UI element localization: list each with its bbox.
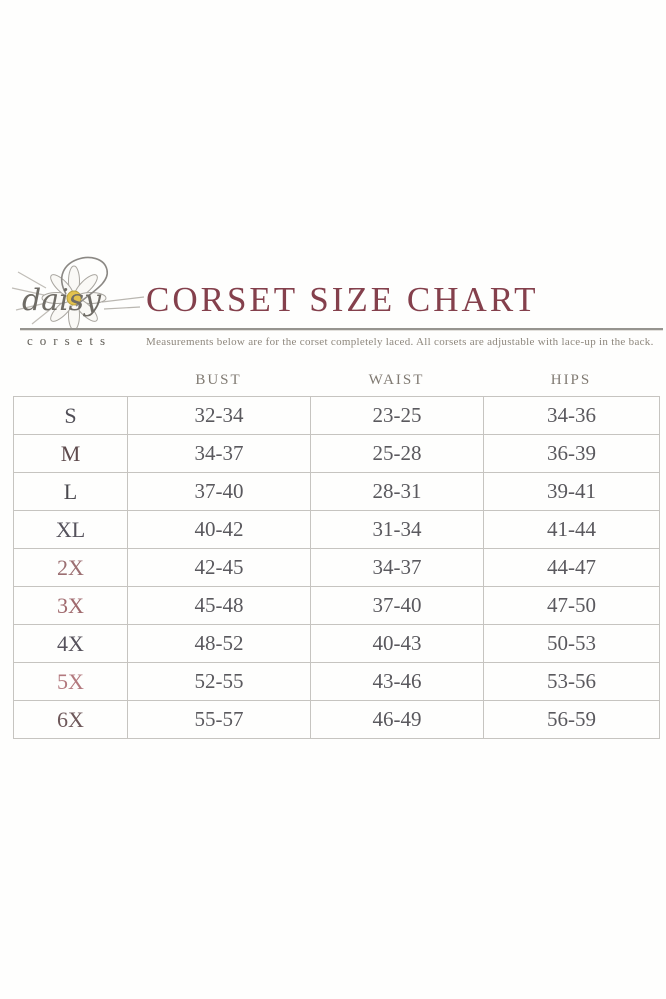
column-headers: BUST WAIST HIPS (13, 372, 659, 389)
cell-hips: 47-50 (483, 586, 660, 625)
cell-hips: 50-53 (483, 624, 660, 663)
header-divider (20, 328, 663, 331)
cell-size: XL (13, 510, 128, 549)
table-row: 2X 42-45 34-37 44-47 (13, 548, 660, 587)
cell-size: 4X (13, 624, 128, 663)
table-row: XL 40-42 31-34 41-44 (13, 510, 660, 549)
cell-bust: 55-57 (127, 700, 311, 739)
cell-bust: 32-34 (127, 396, 311, 435)
cell-waist: 31-34 (310, 510, 484, 549)
cell-bust: 52-55 (127, 662, 311, 701)
cell-size: L (13, 472, 128, 511)
column-header-bust: BUST (195, 372, 242, 388)
cell-bust: 34-37 (127, 434, 311, 473)
cell-bust: 48-52 (127, 624, 311, 663)
cell-hips: 44-47 (483, 548, 660, 587)
cell-hips: 36-39 (483, 434, 660, 473)
column-header-waist: WAIST (368, 372, 425, 388)
table-row: M 34-37 25-28 36-39 (13, 434, 660, 473)
subtitle-note: Measurements below are for the corset co… (146, 336, 654, 348)
cell-waist: 25-28 (310, 434, 484, 473)
table-row: S 32-34 23-25 34-36 (13, 396, 660, 435)
table-row: 6X 55-57 46-49 56-59 (13, 700, 660, 739)
cell-waist: 34-37 (310, 548, 484, 587)
cell-size: S (13, 396, 128, 435)
cell-waist: 28-31 (310, 472, 484, 511)
table-row: 4X 48-52 40-43 50-53 (13, 624, 660, 663)
cell-bust: 45-48 (127, 586, 311, 625)
cell-waist: 46-49 (310, 700, 484, 739)
daisy-flower-icon: daisy (11, 256, 145, 331)
cell-waist: 23-25 (310, 396, 484, 435)
table-row: L 37-40 28-31 39-41 (13, 472, 660, 511)
page-title: CORSET SIZE CHART (146, 280, 539, 319)
column-header-size (13, 372, 127, 389)
cell-hips: 34-36 (483, 396, 660, 435)
cell-waist: 37-40 (310, 586, 484, 625)
cell-waist: 40-43 (310, 624, 484, 663)
logo-script-text: daisy (22, 283, 102, 318)
cell-size: M (13, 434, 128, 473)
cell-bust: 37-40 (127, 472, 311, 511)
cell-size: 3X (13, 586, 128, 625)
cell-hips: 41-44 (483, 510, 660, 549)
column-header-hips: HIPS (550, 372, 592, 388)
logo-wordmark: corsets (27, 333, 113, 348)
cell-bust: 40-42 (127, 510, 311, 549)
cell-size: 5X (13, 662, 128, 701)
table-row: 3X 45-48 37-40 47-50 (13, 586, 660, 625)
cell-hips: 53-56 (483, 662, 660, 701)
cell-hips: 39-41 (483, 472, 660, 511)
size-chart-table: S 32-34 23-25 34-36 M 34-37 25-28 36-39 … (13, 396, 660, 739)
cell-hips: 56-59 (483, 700, 660, 739)
cell-bust: 42-45 (127, 548, 311, 587)
cell-waist: 43-46 (310, 662, 484, 701)
cell-size: 2X (13, 548, 128, 587)
table-row: 5X 52-55 43-46 53-56 (13, 662, 660, 701)
cell-size: 6X (13, 700, 128, 739)
